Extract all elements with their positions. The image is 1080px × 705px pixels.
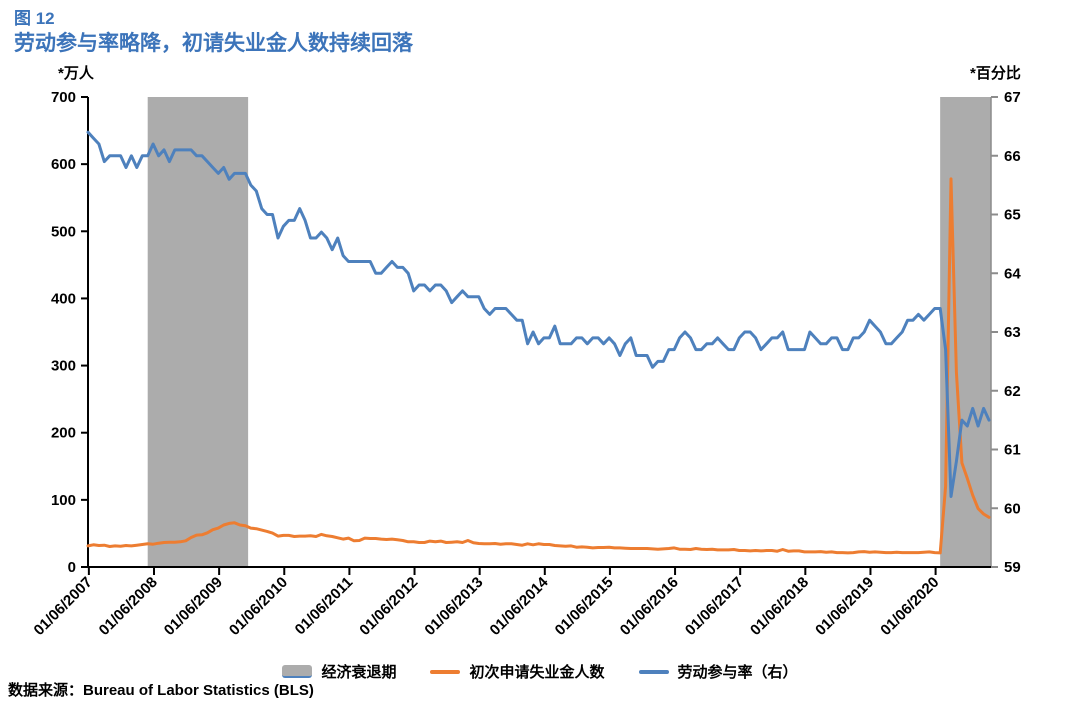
right-axis-tick-label: 60: [1004, 500, 1021, 517]
left-axis-tick-label: 400: [51, 290, 76, 307]
x-axis-tick-label: 01/06/2018: [747, 574, 812, 639]
right-axis-tick-label: 64: [1004, 265, 1021, 282]
lfpr-line-swatch-icon: [638, 669, 669, 674]
right-axis-tick-label: 63: [1004, 324, 1021, 341]
x-axis-tick-label: 01/06/2011: [292, 574, 357, 639]
legend-label-claims: 初次申请失业金人数: [469, 664, 605, 681]
claims-line-swatch-icon: [430, 669, 461, 674]
right-axis-tick-label: 66: [1004, 148, 1021, 165]
figure-number: 图 12: [14, 9, 55, 28]
left-axis-tick-label: 500: [51, 223, 76, 240]
x-axis-tick-label: 01/06/2017: [682, 574, 747, 639]
left-axis-tick-label: 600: [51, 156, 76, 173]
legend-item-recession: 经济衰退期: [282, 661, 396, 682]
x-axis-tick-label: 01/06/2020: [877, 574, 942, 639]
right-axis-tick-label: 62: [1004, 383, 1021, 400]
x-axis-tick-label: 01/06/2009: [161, 574, 226, 639]
x-axis-tick-label: 01/06/2010: [226, 574, 291, 639]
left-axis-tick-label: 300: [51, 358, 76, 375]
recession-band-swatch-icon: [282, 665, 313, 678]
recession-band: [147, 97, 249, 567]
claims-line: [86, 177, 991, 555]
left-axis-tick-label: 700: [51, 89, 76, 106]
legend: 经济衰退期 初次申请失业金人数 劳动参与率（右）: [0, 661, 1080, 682]
left-axis-tick-label: 200: [51, 425, 76, 442]
lfpr-line: [86, 130, 991, 498]
x-axis-tick-label: 01/06/2008: [96, 574, 161, 639]
legend-item-lfpr: 劳动参与率（右）: [638, 661, 798, 682]
right-axis-unit-label: *百分比: [970, 65, 1021, 82]
legend-item-claims: 初次申请失业金人数: [430, 661, 605, 682]
x-axis-tick-label: 01/06/2015: [552, 574, 617, 639]
right-axis-tick-label: 65: [1004, 207, 1021, 224]
chart-title: 劳动参与率略降，初请失业金人数持续回落: [14, 32, 413, 56]
right-axis-tick-label: 67: [1004, 89, 1021, 106]
x-axis-tick-label: 01/06/2007: [31, 574, 96, 639]
chart-header: 图 12 劳动参与率略降，初请失业金人数持续回落: [14, 8, 413, 58]
right-axis-tick-label: 61: [1004, 442, 1021, 459]
legend-label-lfpr: 劳动参与率（右）: [677, 664, 798, 681]
x-axis-tick-label: 01/06/2012: [356, 574, 421, 639]
legend-label-recession: 经济衰退期: [321, 664, 397, 681]
x-axis-tick-label: 01/06/2014: [487, 573, 553, 639]
x-axis-tick-label: 01/06/2016: [617, 574, 682, 639]
left-axis-unit-label: *万人: [58, 65, 94, 82]
x-axis-tick-label: 01/06/2013: [421, 574, 486, 639]
x-axis-tick-label: 01/06/2019: [812, 574, 877, 639]
left-axis-tick-label: 100: [51, 492, 76, 509]
left-axis-tick-label: 0: [68, 559, 76, 576]
right-axis-tick-label: 59: [1004, 559, 1021, 576]
data-source-note: 数据来源：Bureau of Labor Statistics (BLS): [8, 682, 314, 699]
